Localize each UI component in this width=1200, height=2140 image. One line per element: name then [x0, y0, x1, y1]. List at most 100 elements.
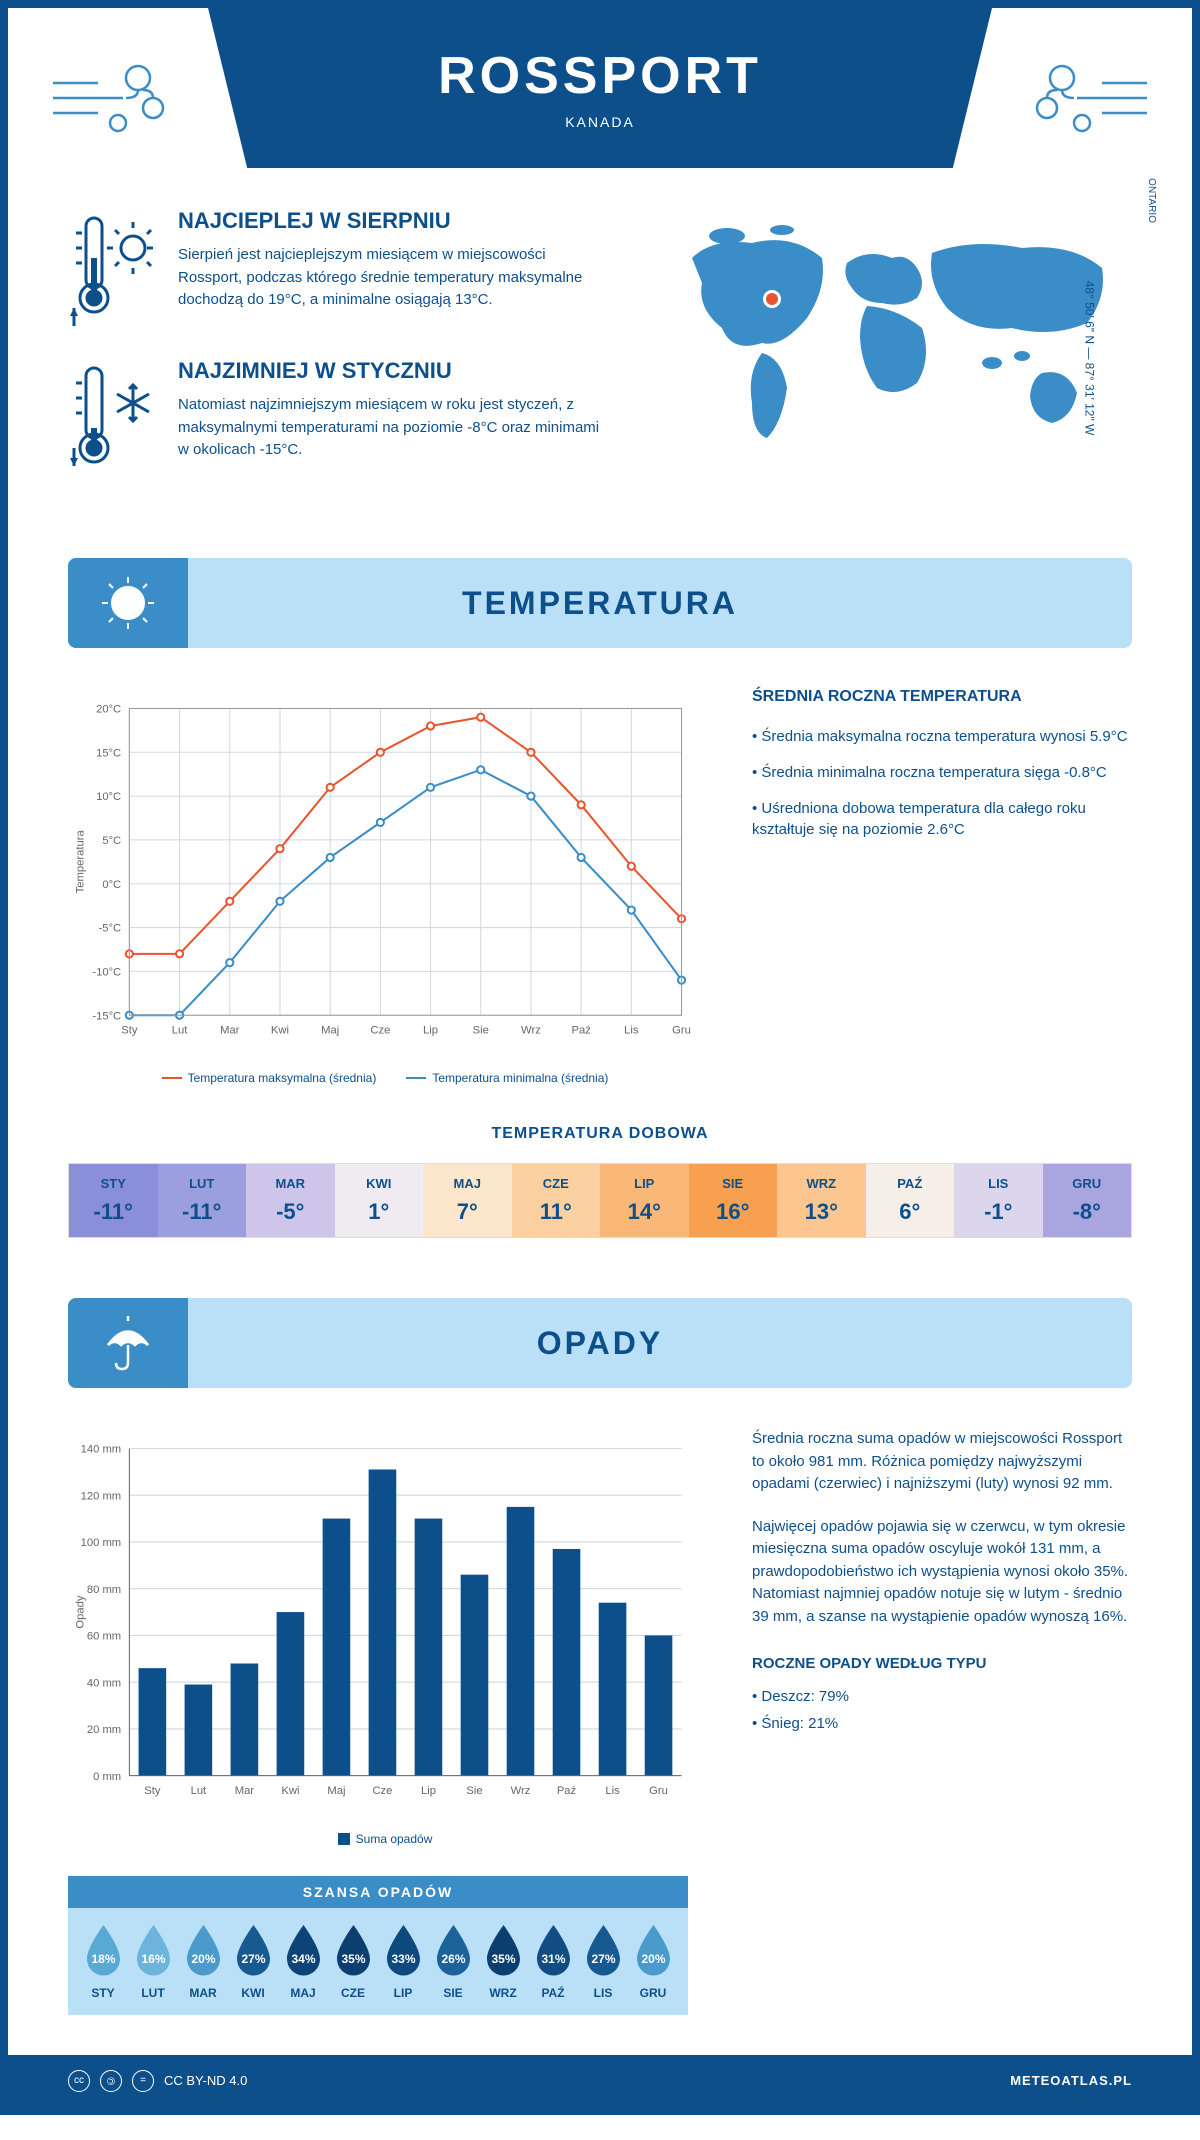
sun-icon	[98, 573, 158, 633]
coordinates: 48° 50' 6" N — 87° 31' 12" W	[1083, 281, 1097, 436]
svg-text:40 mm: 40 mm	[87, 1677, 121, 1689]
daily-temp-strip: STY-11°LUT-11°MAR-5°KWI1°MAJ7°CZE11°LIP1…	[68, 1163, 1132, 1238]
svg-text:Cze: Cze	[370, 1025, 390, 1037]
nd-icon: =	[132, 2070, 154, 2092]
svg-text:34%: 34%	[291, 1952, 315, 1966]
content: NAJCIEPLEJ W SIERPNIU Sierpień jest najc…	[8, 208, 1192, 2055]
by-icon: 🄯	[100, 2070, 122, 2092]
svg-text:Sty: Sty	[144, 1785, 161, 1797]
svg-text:20%: 20%	[191, 1952, 215, 1966]
svg-text:Maj: Maj	[327, 1785, 345, 1797]
section-header-temperature: TEMPERATURA	[68, 558, 1132, 648]
svg-text:Mar: Mar	[220, 1025, 240, 1037]
temp-cell: CZE11°	[512, 1164, 601, 1237]
legend-precip: Suma opadów	[338, 1832, 433, 1846]
temp-info-title: ŚREDNIA ROCZNA TEMPERATURA	[752, 688, 1132, 706]
svg-text:33%: 33%	[391, 1952, 415, 1966]
temp-bullet: • Średnia minimalna roczna temperatura s…	[752, 762, 1132, 783]
svg-text:Gru: Gru	[672, 1025, 691, 1037]
chance-block: SZANSA OPADÓW 18%STY16%LUT20%MAR27%KWI34…	[68, 1876, 688, 2015]
svg-text:0 mm: 0 mm	[93, 1771, 121, 1783]
svg-text:35%: 35%	[341, 1952, 365, 1966]
svg-text:Kwi: Kwi	[271, 1025, 289, 1037]
svg-text:0°C: 0°C	[102, 879, 121, 891]
temp-cell: MAJ7°	[423, 1164, 512, 1237]
chance-cell: 20%MAR	[178, 1923, 228, 2000]
precipitation-info: Średnia roczna suma opadów w miejscowośc…	[752, 1428, 1132, 1846]
fact-cold-title: NAJZIMNIEJ W STYCZNIU	[178, 358, 612, 384]
svg-text:27%: 27%	[591, 1952, 615, 1966]
precip-rain: • Deszcz: 79%	[752, 1686, 1132, 1709]
svg-text:15°C: 15°C	[96, 747, 121, 759]
svg-text:Lis: Lis	[624, 1025, 639, 1037]
svg-text:Sty: Sty	[121, 1025, 138, 1037]
temp-cell: WRZ13°	[777, 1164, 866, 1237]
chance-cell: 27%KWI	[228, 1923, 278, 2000]
thermometer-snow-icon	[68, 358, 158, 478]
svg-text:31%: 31%	[541, 1952, 565, 1966]
temp-cell: SIE16°	[689, 1164, 778, 1237]
svg-text:80 mm: 80 mm	[87, 1584, 121, 1596]
svg-text:Lut: Lut	[191, 1785, 207, 1797]
page-title: ROSSPORT	[438, 46, 762, 106]
legend-max: Temperatura maksymalna (średnia)	[162, 1071, 377, 1085]
chance-strip: 18%STY16%LUT20%MAR27%KWI34%MAJ35%CZE33%L…	[68, 1908, 688, 2015]
chance-cell: 34%MAJ	[278, 1923, 328, 2000]
svg-text:100 mm: 100 mm	[81, 1537, 122, 1549]
temp-cell: LUT-11°	[158, 1164, 247, 1237]
svg-text:Mar: Mar	[235, 1785, 255, 1797]
daily-temp-title: TEMPERATURA DOBOWA	[68, 1125, 1132, 1143]
svg-text:Maj: Maj	[321, 1025, 339, 1037]
svg-text:20°C: 20°C	[96, 704, 121, 716]
svg-text:Lut: Lut	[172, 1025, 188, 1037]
svg-text:120 mm: 120 mm	[81, 1490, 122, 1502]
temp-bullet: • Uśredniona dobowa temperatura dla całe…	[752, 798, 1132, 840]
world-map: 48° 50' 6" N — 87° 31' 12" W ONTARIO	[652, 208, 1132, 508]
fact-warm-text: Sierpień jest najcieplejszym miesiącem w…	[178, 244, 612, 312]
cc-icon: cc	[68, 2070, 90, 2092]
header-banner: ROSSPORT KANADA	[208, 8, 992, 168]
svg-text:Kwi: Kwi	[281, 1785, 299, 1797]
fact-cold-text: Natomiast najzimniejszym miesiącem w rok…	[178, 394, 612, 462]
svg-text:20 mm: 20 mm	[87, 1724, 121, 1736]
svg-text:16%: 16%	[141, 1952, 165, 1966]
fact-warm: NAJCIEPLEJ W SIERPNIU Sierpień jest najc…	[68, 208, 612, 328]
fact-warm-title: NAJCIEPLEJ W SIERPNIU	[178, 208, 612, 234]
svg-text:Sie: Sie	[473, 1025, 489, 1037]
section-title: TEMPERATURA	[462, 585, 738, 622]
precip-p2: Najwięcej opadów pojawia się w czerwcu, …	[752, 1516, 1132, 1629]
chance-cell: 16%LUT	[128, 1923, 178, 2000]
svg-text:-10°C: -10°C	[92, 966, 121, 978]
svg-text:35%: 35%	[491, 1952, 515, 1966]
temp-cell: STY-11°	[69, 1164, 158, 1237]
precipitation-chart: 0 mm 20 mm 40 mm 60 mm 80 mm 100 mm 120 mm 140 …	[68, 1428, 702, 1846]
chance-cell: 35%CZE	[328, 1923, 378, 2000]
climate-facts: NAJCIEPLEJ W SIERPNIU Sierpień jest najc…	[68, 208, 612, 508]
svg-text:Paź: Paź	[571, 1025, 591, 1037]
svg-text:Wrz: Wrz	[511, 1785, 531, 1797]
svg-text:Wrz: Wrz	[521, 1025, 541, 1037]
temperature-chart: -15°C-10°C-5°C0°C5°C10°C15°C20°CStyLutMa…	[68, 688, 702, 1085]
chance-title: SZANSA OPADÓW	[68, 1876, 688, 1908]
chance-cell: 35%WRZ	[478, 1923, 528, 2000]
fact-cold: NAJZIMNIEJ W STYCZNIU Natomiast najzimni…	[68, 358, 612, 478]
chance-cell: 27%LIS	[578, 1923, 628, 2000]
header: ROSSPORT KANADA	[8, 8, 1192, 208]
page-subtitle: KANADA	[565, 114, 635, 130]
svg-text:Gru: Gru	[649, 1785, 668, 1797]
svg-text:-5°C: -5°C	[99, 923, 122, 935]
license-text: CC BY-ND 4.0	[164, 2073, 247, 2088]
temp-cell: KWI1°	[335, 1164, 424, 1237]
svg-text:Temperatura: Temperatura	[74, 830, 86, 894]
site-name: METEOATLAS.PL	[1010, 2073, 1132, 2088]
svg-text:140 mm: 140 mm	[81, 1444, 122, 1456]
svg-text:60 mm: 60 mm	[87, 1631, 121, 1643]
svg-text:Paź: Paź	[557, 1785, 577, 1797]
temp-cell: LIP14°	[600, 1164, 689, 1237]
thermometer-sun-icon	[68, 208, 158, 328]
temp-cell: GRU-8°	[1043, 1164, 1132, 1237]
svg-text:27%: 27%	[241, 1952, 265, 1966]
svg-text:Lip: Lip	[423, 1025, 438, 1037]
svg-text:Lis: Lis	[605, 1785, 620, 1797]
section-title: OPADY	[537, 1325, 663, 1362]
